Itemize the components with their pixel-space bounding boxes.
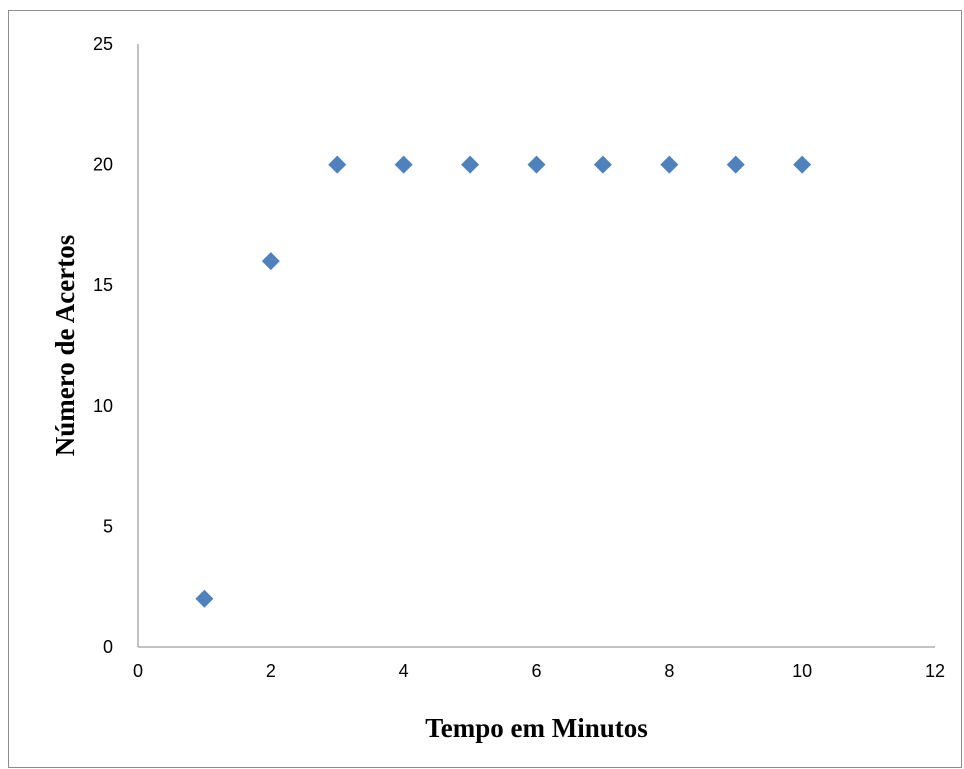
y-axis-title: Número de Acertos	[50, 235, 80, 456]
x-tick-label: 4	[399, 661, 409, 681]
y-tick-label: 10	[93, 396, 113, 416]
y-tick-label: 20	[93, 155, 113, 175]
axes	[137, 44, 935, 648]
x-tick-labels: 0 2 4 6 8 10 12	[133, 661, 945, 681]
x-axis-title: Tempo em Minutos	[425, 713, 648, 743]
x-tick-label: 6	[531, 661, 541, 681]
y-tick-label: 15	[93, 275, 113, 295]
y-tick-label: 25	[93, 34, 113, 54]
y-tick-label: 5	[103, 516, 113, 536]
y-tick-label: 0	[103, 637, 113, 657]
data-point	[461, 155, 480, 174]
data-point	[195, 589, 214, 608]
data-point	[527, 155, 546, 174]
data-point	[261, 252, 280, 271]
data-point	[726, 155, 745, 174]
data-point	[660, 155, 679, 174]
x-tick-label: 8	[664, 661, 674, 681]
data-point	[394, 155, 413, 174]
data-points	[195, 155, 812, 608]
y-tick-labels: 0 5 10 15 20 25	[93, 34, 113, 657]
x-tick-label: 2	[266, 661, 276, 681]
data-point	[793, 155, 812, 174]
chart-frame	[8, 10, 962, 768]
x-tick-label: 12	[925, 661, 945, 681]
x-tick-label: 0	[133, 661, 143, 681]
x-tick-label: 10	[792, 661, 812, 681]
data-point	[328, 155, 347, 174]
data-point	[593, 155, 612, 174]
